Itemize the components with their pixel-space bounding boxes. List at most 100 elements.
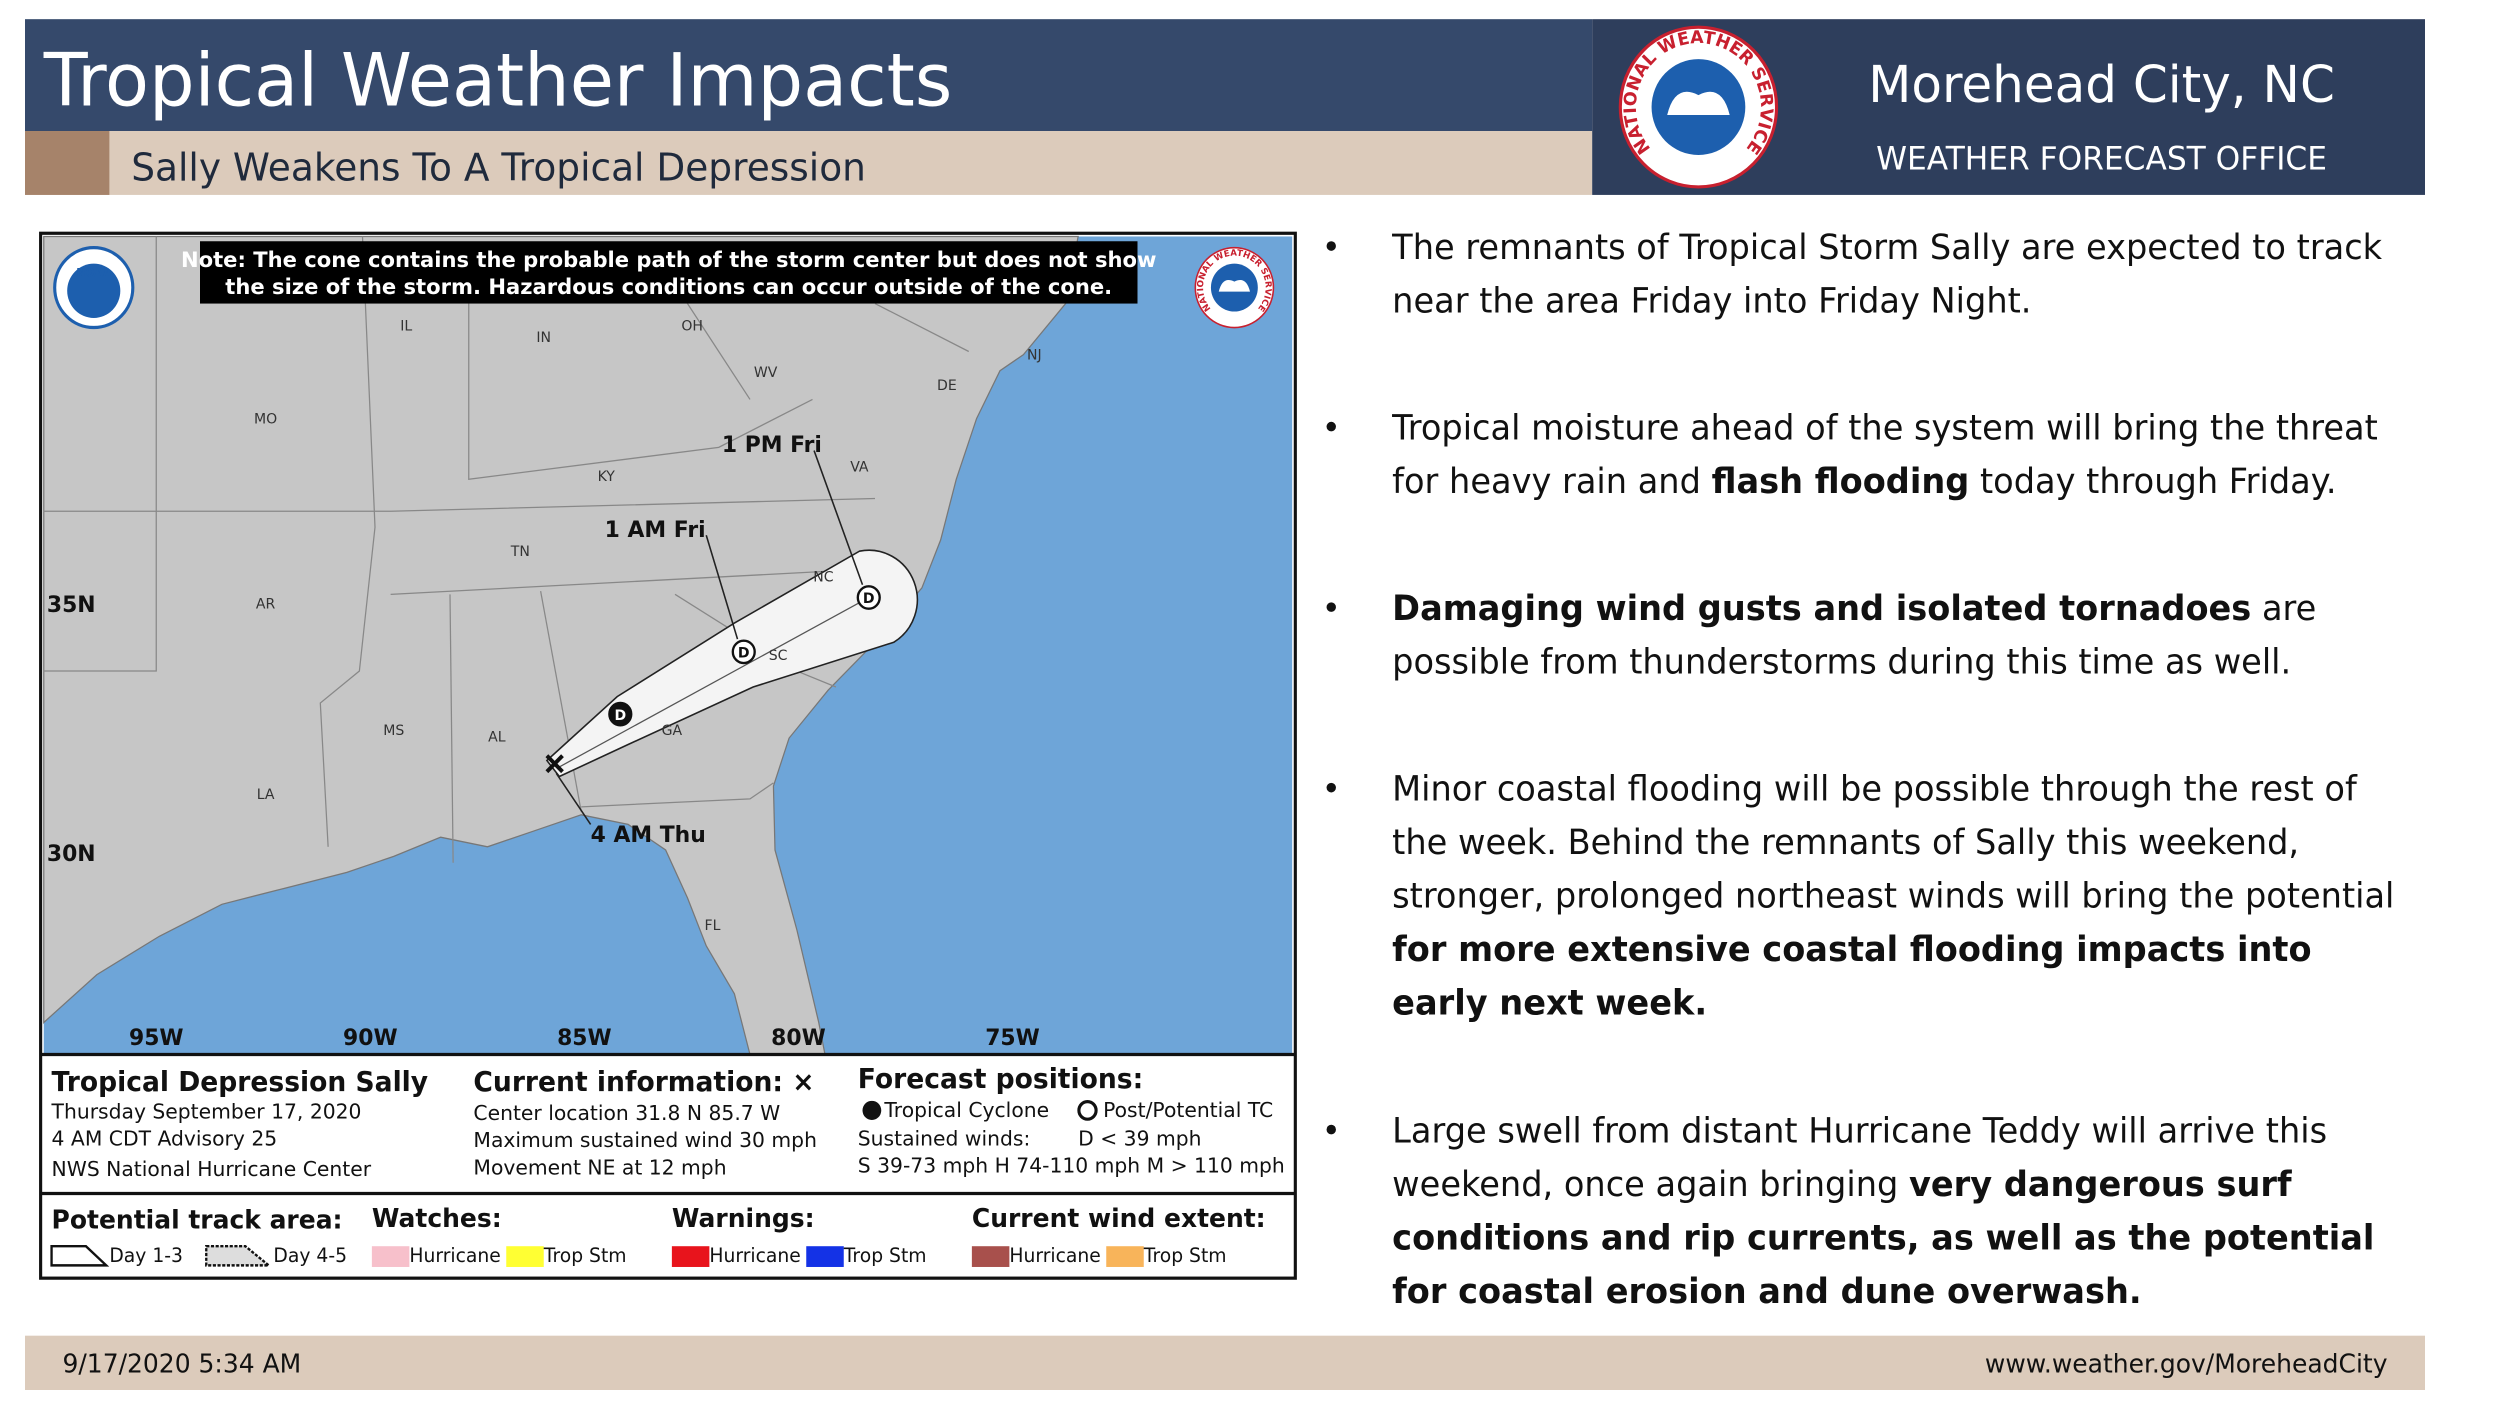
bullet-run: early next week.	[1392, 983, 1707, 1023]
office-name: Morehead City, NC	[1868, 55, 2335, 115]
bullet-run: weekend, once again bringing	[1392, 1165, 1909, 1205]
info-text: Sustained winds:	[858, 1126, 1030, 1150]
state-label: MS	[383, 723, 404, 739]
state-label: MO	[254, 411, 277, 427]
state-label: DE	[937, 378, 957, 394]
longitude-label: 90W	[343, 1025, 398, 1051]
track-line	[559, 596, 870, 768]
subtitle-bar	[25, 131, 1593, 195]
legend-item: Day 1-3	[109, 1245, 183, 1267]
state-label: WV	[754, 365, 778, 381]
bullet-run: Damaging wind gusts and isolated tornado…	[1392, 589, 2251, 629]
legend-item: Hurricane	[409, 1245, 500, 1267]
legend-swatch	[671, 1246, 710, 1267]
info-text: Movement NE at 12 mph	[473, 1155, 726, 1179]
bullet-run: the week. Behind the remnants of Sally t…	[1392, 823, 2299, 863]
legend-symbol	[862, 1100, 882, 1120]
bullet-run: Minor coastal flooding will be possible …	[1392, 769, 2358, 809]
bullet-line: conditions and rip currents, as well as …	[1392, 1218, 2374, 1258]
legend-item: Trop Stm	[1143, 1245, 1227, 1267]
legend-item: Trop Stm	[543, 1245, 627, 1267]
bullet-run: for heavy rain and	[1392, 462, 1711, 502]
state-label: OH	[681, 319, 703, 335]
legend-heading: Potential track area:	[52, 1205, 343, 1234]
bullet-line: Tropical moisture ahead of the system wi…	[1391, 408, 2378, 448]
info-text: S 39-73 mph H 74-110 mph M > 110 mph	[858, 1154, 1285, 1178]
state-label: IN	[536, 330, 551, 346]
legend-swatch	[506, 1246, 544, 1267]
bullet-line: for heavy rain and flash flooding today …	[1392, 462, 2336, 502]
noaa-text: NOAA	[76, 266, 111, 279]
bullet-run: very dangerous surf	[1909, 1165, 2293, 1205]
legend-swatch	[1106, 1246, 1144, 1267]
bullet-line: possible from thunderstorms during this …	[1392, 642, 2291, 682]
state-label: SC	[769, 648, 788, 664]
office-type: WEATHER FORECAST OFFICE	[1876, 141, 2327, 177]
bullet-line: the week. Behind the remnants of Sally t…	[1392, 823, 2299, 863]
footer-date: 9/17/2020 5:34 AM	[63, 1349, 302, 1378]
bullet-line: Damaging wind gusts and isolated tornado…	[1392, 589, 2316, 629]
bullet-run: stronger, prolonged northeast winds will…	[1392, 876, 2394, 916]
longitude-label: 75W	[985, 1025, 1040, 1051]
bullet-dot	[1326, 782, 1336, 793]
forecast-symbol: D	[738, 645, 750, 661]
state-label: GA	[662, 723, 683, 739]
legend-item: Day 4-5	[273, 1245, 347, 1267]
bullet-run: are	[2251, 589, 2316, 629]
forecast-point	[731, 639, 756, 665]
forecast-symbol: D	[863, 591, 875, 607]
state-label: FL	[705, 918, 721, 934]
legend-swatch	[205, 1245, 273, 1267]
bullet-run: Tropical moisture ahead of the system wi…	[1391, 408, 2378, 448]
forecast-time: 1 AM Fri	[605, 517, 706, 543]
state-label: NJ	[1027, 347, 1042, 363]
bullet-line: for more extensive coastal flooding impa…	[1392, 930, 2311, 970]
callout-line	[705, 534, 739, 640]
info-text: Tropical Cyclone	[883, 1098, 1049, 1122]
state-label: TN	[510, 544, 530, 560]
title: Tropical Weather Impacts	[43, 39, 953, 124]
legend-swatch	[971, 1246, 1010, 1267]
forecast-time: 1 PM Fri	[722, 432, 822, 458]
bullet-dot	[1326, 241, 1336, 251]
latitude-label: 30N	[47, 841, 96, 867]
legend-heading: Current wind extent:	[972, 1204, 1266, 1233]
bullet-line: The remnants of Tropical Storm Sally are…	[1391, 227, 2382, 267]
info-text: Center location 31.8 N 85.7 W	[473, 1101, 780, 1125]
map-note: Note: The cone contains the probable pat…	[181, 248, 1157, 273]
subtitle: Sally Weakens To A Tropical Depression	[131, 145, 866, 189]
info-heading: Current information: ×	[473, 1067, 814, 1098]
bullet-run: for more extensive coastal flooding impa…	[1392, 930, 2311, 970]
bullet-run: near the area Friday into Friday Night.	[1392, 281, 2031, 321]
noaa-logo-inner	[67, 263, 121, 318]
bullet-run: for coastal erosion and dune overwash.	[1392, 1272, 2141, 1312]
bullet-run: today through Friday.	[1969, 462, 2336, 502]
note-box	[200, 241, 1138, 304]
storm-name: Tropical Depression Sally	[52, 1067, 429, 1098]
info-text: Maximum sustained wind 30 mph	[473, 1128, 817, 1152]
forecast-time: 4 AM Thu	[591, 822, 706, 848]
bullet-run: possible from thunderstorms during this …	[1392, 642, 2291, 682]
legend-heading: Watches:	[372, 1204, 502, 1233]
bullet-line: weekend, once again bringing very danger…	[1392, 1165, 2293, 1205]
legend-item: Trop Stm	[843, 1245, 927, 1267]
bullet-run: conditions and rip currents, as well as …	[1392, 1218, 2374, 1258]
legend-swatch	[806, 1246, 844, 1267]
bullet-line: near the area Friday into Friday Night.	[1392, 281, 2031, 321]
bullet-line: stronger, prolonged northeast winds will…	[1392, 876, 2394, 916]
longitude-label: 95W	[129, 1025, 184, 1051]
forecast-symbol: D	[614, 708, 626, 724]
state-label: KY	[598, 469, 616, 485]
logo-cloud	[1218, 279, 1250, 292]
header-bar	[25, 19, 1593, 132]
latitude-label: 35N	[47, 592, 96, 618]
bullet-line: for coastal erosion and dune overwash.	[1392, 1272, 2141, 1312]
info-text: NWS National Hurricane Center	[52, 1157, 372, 1181]
logo-cloud	[1667, 91, 1730, 116]
bullet-line: early next week.	[1392, 983, 1707, 1023]
bullet-run: flash flooding	[1712, 462, 1970, 502]
forecast-point	[856, 585, 881, 610]
current-position	[545, 754, 564, 774]
state-label: IL	[400, 319, 412, 335]
